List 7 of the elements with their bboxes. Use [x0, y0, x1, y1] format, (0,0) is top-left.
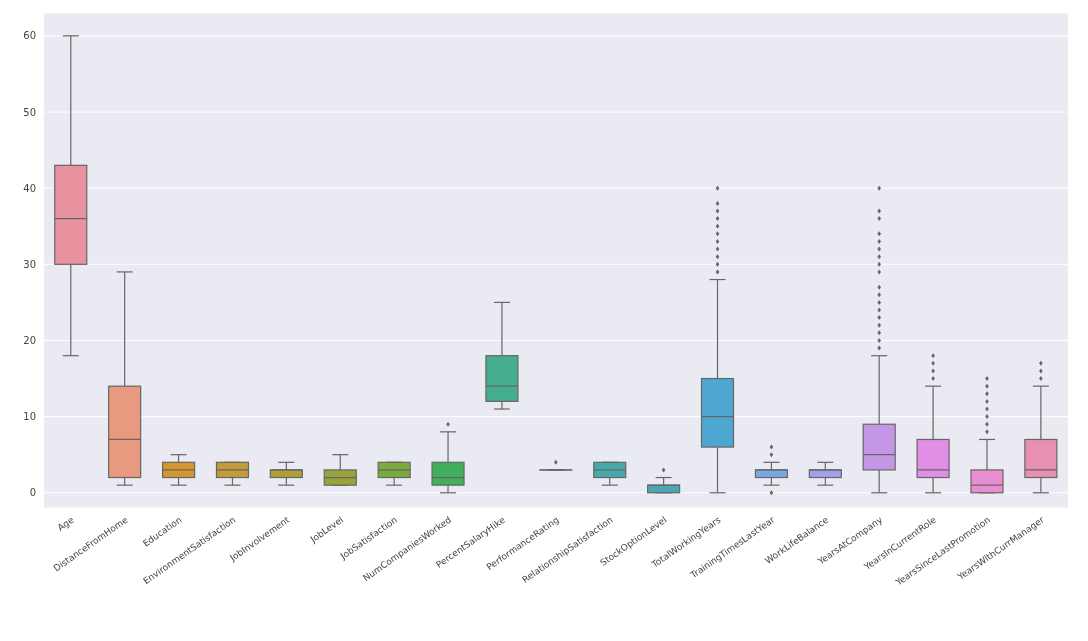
y-tick-label: 40 [23, 182, 36, 194]
y-tick-label: 0 [29, 487, 36, 499]
y-tick-label: 10 [23, 411, 36, 423]
y-tick-label: 20 [23, 335, 36, 347]
y-tick-label: 60 [23, 30, 36, 42]
y-tick-label: 30 [23, 258, 36, 270]
y-tick-label: 50 [23, 106, 36, 118]
